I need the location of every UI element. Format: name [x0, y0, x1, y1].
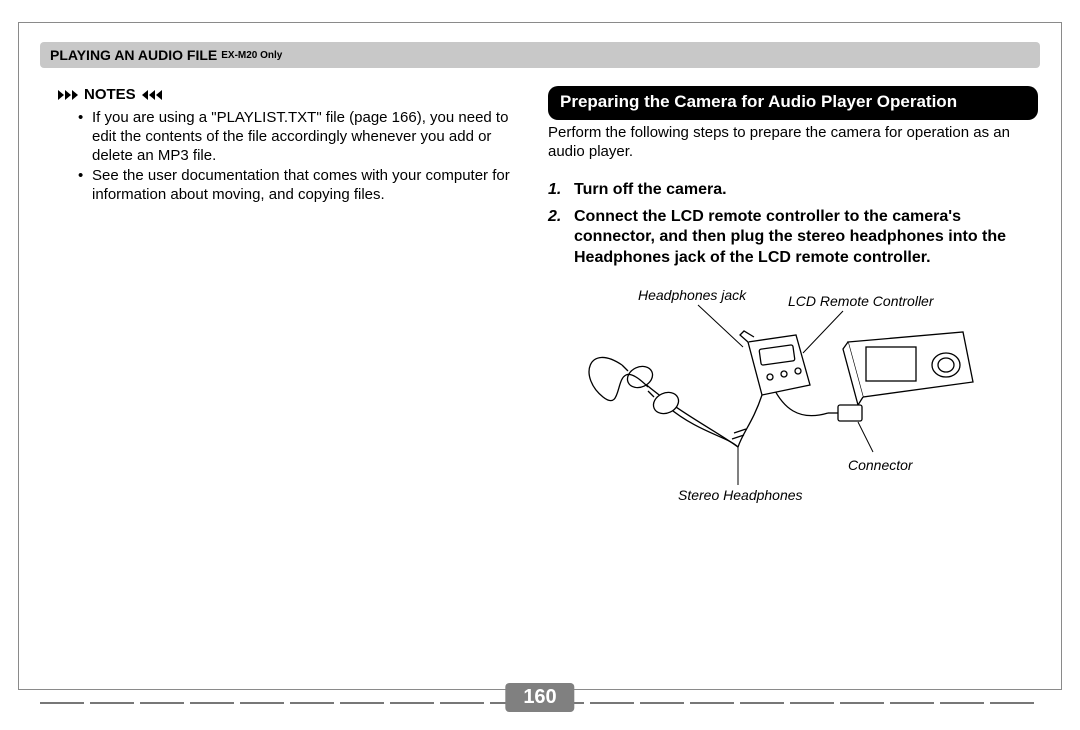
step-item: 1. Turn off the camera.	[548, 180, 1038, 201]
notes-arrow-left-icon	[142, 90, 162, 100]
notes-list: If you are using a "PLAYLIST.TXT" file (…	[50, 109, 520, 205]
header-subtitle: EX-M20 Only	[221, 50, 282, 61]
step-text: Connect the LCD remote controller to the…	[574, 207, 1038, 269]
step-number: 2.	[548, 207, 574, 269]
step-text: Turn off the camera.	[574, 180, 1038, 201]
header-title: PLAYING AN AUDIO FILE	[50, 47, 217, 63]
notes-item: See the user documentation that comes wi…	[92, 167, 520, 205]
header-bar: PLAYING AN AUDIO FILE EX-M20 Only	[40, 42, 1040, 68]
page-number: 160	[505, 683, 574, 712]
notes-heading: NOTES	[58, 86, 520, 103]
notes-label: NOTES	[84, 86, 136, 103]
steps-list: 1. Turn off the camera. 2. Connect the L…	[548, 180, 1038, 269]
step-number: 1.	[548, 180, 574, 201]
section-heading: Preparing the Camera for Audio Player Op…	[548, 86, 1038, 120]
connection-diagram: Headphones jack LCD Remote Controller Co…	[548, 287, 1008, 517]
notes-item: If you are using a "PLAYLIST.TXT" file (…	[92, 109, 520, 165]
left-column: NOTES If you are using a "PLAYLIST.TXT" …	[50, 86, 520, 207]
section-intro: Perform the following steps to prepare t…	[548, 124, 1038, 162]
right-column: Preparing the Camera for Audio Player Op…	[548, 86, 1038, 517]
diagram-svg	[548, 287, 1008, 517]
step-item: 2. Connect the LCD remote controller to …	[548, 207, 1038, 269]
notes-arrow-right-icon	[58, 90, 78, 100]
